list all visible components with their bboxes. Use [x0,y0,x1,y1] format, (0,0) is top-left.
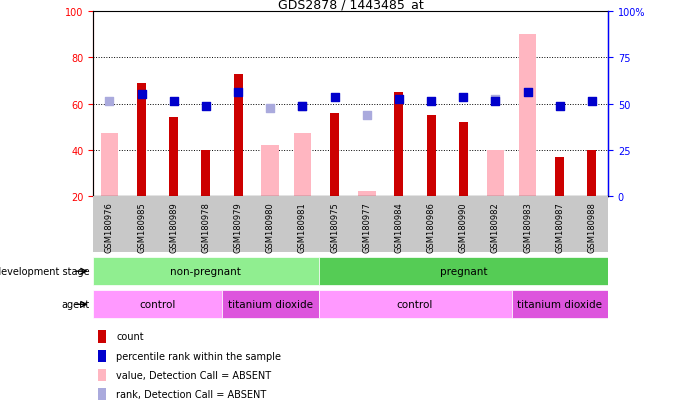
Bar [222,290,319,318]
Bar [330,114,339,196]
Point [136,92,147,98]
Bar [358,192,376,196]
Text: agent: agent [61,299,90,310]
Text: percentile rank within the sample: percentile rank within the sample [117,351,281,361]
Point [104,99,115,105]
Bar [93,257,319,285]
Text: GSM180979: GSM180979 [234,202,243,252]
Bar [587,150,596,196]
Point [200,103,211,110]
Point [168,99,179,105]
Bar [98,330,106,343]
Bar [486,150,504,196]
Bar [426,116,435,196]
Bar [261,146,279,196]
Text: titanium dioxide: titanium dioxide [228,299,313,309]
Text: control: control [140,299,176,309]
Bar [98,388,106,400]
Bar [319,290,511,318]
Bar [169,118,178,196]
Text: GSM180978: GSM180978 [201,202,210,252]
Bar [98,350,106,362]
Text: value, Detection Call = ABSENT: value, Detection Call = ABSENT [117,370,272,380]
Bar [234,74,243,196]
Point [587,99,598,105]
Text: GSM180977: GSM180977 [362,202,371,252]
Bar [459,123,468,196]
Text: GSM180975: GSM180975 [330,202,339,252]
Text: GSM180986: GSM180986 [426,202,435,252]
Bar [556,157,565,196]
Point [457,94,468,101]
Point [554,103,565,110]
Text: GSM180981: GSM180981 [298,202,307,252]
Title: GDS2878 / 1443485_at: GDS2878 / 1443485_at [278,0,424,11]
Text: non-pregnant: non-pregnant [171,266,241,276]
Point [233,90,244,96]
Bar [519,36,536,196]
Bar [319,257,608,285]
Text: GSM180982: GSM180982 [491,202,500,252]
Text: GSM180988: GSM180988 [587,202,596,252]
Bar [201,150,210,196]
Text: GSM180987: GSM180987 [556,202,565,252]
Text: count: count [117,332,144,342]
Text: GSM180976: GSM180976 [105,202,114,252]
Text: GSM180990: GSM180990 [459,202,468,252]
Bar [93,196,608,252]
Point [426,99,437,105]
Point [490,99,501,105]
Point [265,106,276,112]
Text: GSM180984: GSM180984 [395,202,404,252]
Bar [294,134,311,196]
Bar [511,290,608,318]
Point [297,103,308,110]
Bar [98,369,106,381]
Text: pregnant: pregnant [439,266,487,276]
Point [522,90,533,96]
Point [297,103,308,110]
Bar [137,83,146,196]
Text: GSM180985: GSM180985 [137,202,146,252]
Text: development stage: development stage [0,266,90,277]
Point [361,112,372,119]
Point [490,96,501,103]
Point [329,94,340,101]
Text: control: control [397,299,433,309]
Text: titanium dioxide: titanium dioxide [518,299,603,309]
Bar [100,134,118,196]
Text: rank, Detection Call = ABSENT: rank, Detection Call = ABSENT [117,389,267,399]
Text: GSM180989: GSM180989 [169,202,178,252]
Bar [93,290,222,318]
Point [393,96,404,103]
Text: GSM180980: GSM180980 [266,202,275,252]
Bar [395,93,404,196]
Text: GSM180983: GSM180983 [523,202,532,252]
